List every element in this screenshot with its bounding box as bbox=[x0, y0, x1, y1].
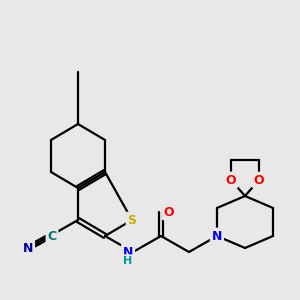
Text: N: N bbox=[23, 242, 33, 254]
Text: O: O bbox=[226, 173, 236, 187]
Text: O: O bbox=[254, 173, 264, 187]
Text: O: O bbox=[164, 206, 174, 218]
Text: N: N bbox=[123, 245, 133, 259]
Text: N: N bbox=[212, 230, 222, 242]
Text: H: H bbox=[123, 256, 133, 266]
Text: S: S bbox=[128, 214, 136, 226]
Text: C: C bbox=[47, 230, 57, 242]
